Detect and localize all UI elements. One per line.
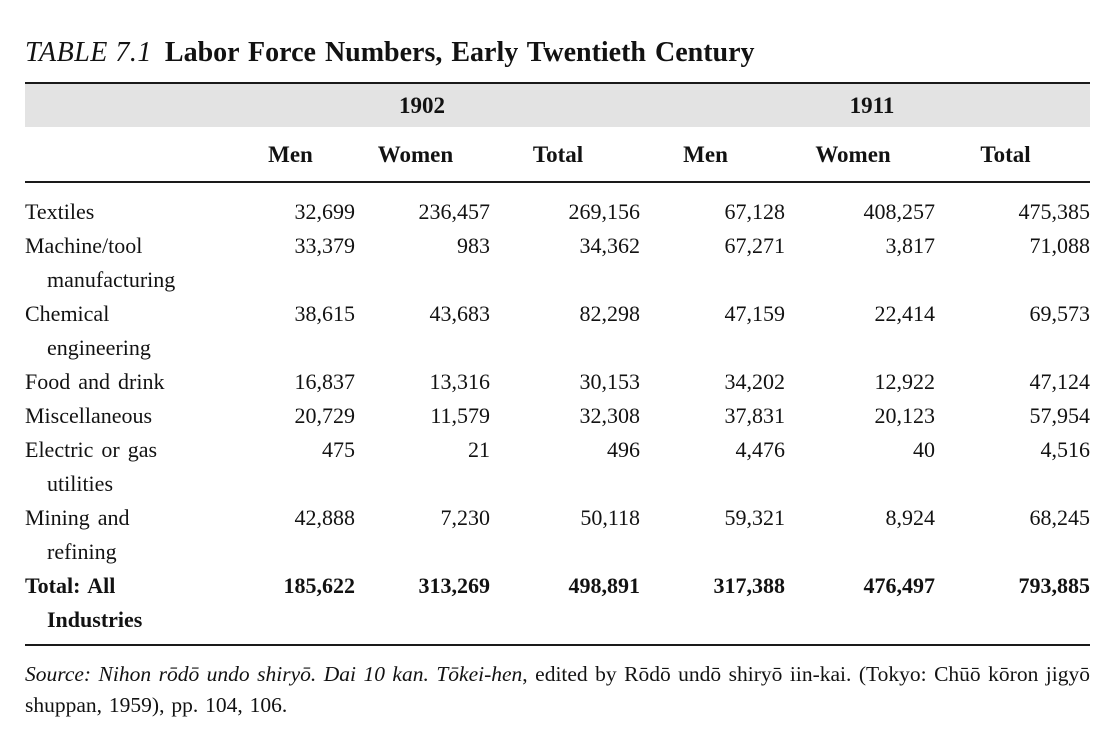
cell-value: 313,269: [355, 569, 490, 646]
cell-value: 496: [607, 437, 641, 462]
table-number: TABLE 7.1: [25, 37, 152, 68]
row-label-line: refining: [47, 539, 117, 564]
table-row-chemical: Chemical engineering 38,615 43,683 82,298…: [25, 297, 1090, 365]
row-label-line: engineering: [47, 335, 151, 360]
cell-value: 67,271: [724, 233, 786, 258]
cell-value: 269,156: [568, 199, 641, 224]
cell-value: 4,476: [735, 437, 786, 462]
row-label: Textiles: [25, 182, 240, 229]
row-label-line: Mining and: [25, 505, 130, 530]
cell-value: 22,414: [874, 301, 936, 326]
cell-value: 12,922: [874, 369, 936, 394]
cell-value: 69,573: [1029, 301, 1091, 326]
cell-value: 30,153: [579, 369, 641, 394]
row-label-line: Chemical: [25, 301, 110, 326]
col-header-men-1902: Men: [240, 127, 355, 183]
source-citation: Source: Nihon rōdō undo shiryō. Dai 10 k…: [25, 662, 523, 686]
table-row-total-all-industries: Total: All Industries 185,622 313,269 498…: [25, 569, 1091, 646]
cell-value: 68,245: [1029, 505, 1091, 530]
row-label: Mining and refining: [25, 501, 240, 569]
table-title: TABLE 7.1 Labor Force Numbers, Early Twen…: [25, 36, 1090, 70]
cell-value: 317,388: [640, 569, 786, 646]
table-row-miscellaneous: Miscellaneous 20,729 11,579 32,308 37,83…: [25, 399, 1090, 433]
row-label-line: Machine/tool: [25, 233, 143, 258]
cell-value: 21: [468, 437, 490, 462]
table-row-electric-gas: Electric or gas utilities 475 21 496 4,47…: [25, 433, 1090, 501]
cell-value: 793,885: [935, 569, 1091, 646]
cell-value: 40: [913, 437, 936, 462]
cell-value: 20,729: [294, 403, 356, 428]
corner-cell: [25, 127, 240, 183]
row-label-line: Textiles: [25, 199, 95, 224]
cell-value: 476,497: [785, 569, 936, 646]
cell-value: 71,088: [1029, 233, 1091, 258]
col-header-women-1902: Women: [355, 127, 490, 183]
row-label-line: Electric or gas: [25, 437, 158, 462]
cell-value: 408,257: [863, 199, 936, 224]
row-label-line: Food and drink: [25, 369, 165, 394]
source-note: Source: Nihon rōdō undo shiryō. Dai 10 k…: [25, 659, 1090, 721]
row-label-line: Industries: [47, 607, 143, 632]
cell-value: 185,622: [240, 569, 355, 646]
cell-value: 7,230: [440, 505, 491, 530]
source-publisher: , edited by Rōdō undō shiryō iin-kai. (T…: [25, 662, 1090, 717]
cell-value: 983: [457, 233, 490, 258]
cell-value: 236,457: [418, 199, 491, 224]
cell-value: 3,817: [885, 233, 936, 258]
year-header-1902: 1902: [240, 83, 641, 127]
cell-value: 47,124: [1029, 369, 1091, 394]
corner-cell: [25, 83, 240, 127]
cell-value: 37,831: [724, 403, 786, 428]
cell-value: 34,362: [579, 233, 641, 258]
cell-value: 50,118: [580, 505, 641, 530]
table-row-food-drink: Food and drink 16,837 13,316 30,153 34,2…: [25, 365, 1090, 399]
row-label: Chemical engineering: [25, 297, 240, 365]
year-header-row: 1902 1911: [25, 83, 1091, 127]
table-row-machine-tool: Machine/tool manufacturing 33,379 983 34,…: [25, 229, 1090, 297]
cell-value: 475,385: [1018, 199, 1091, 224]
cell-value: 67,128: [724, 199, 786, 224]
cell-value: 42,888: [294, 505, 356, 530]
labor-force-table: 1902 1911 Men Women Total Men Women Tota…: [25, 82, 1091, 646]
table-caption: Labor Force Numbers, Early Twentieth Cen…: [164, 37, 755, 68]
cell-value: 43,683: [429, 301, 491, 326]
row-label: Machine/tool manufacturing: [25, 229, 240, 297]
cell-value: 47,159: [724, 301, 786, 326]
table-row-mining-refining: Mining and refining 42,888 7,230 50,118 5…: [25, 501, 1090, 569]
cell-value: 59,321: [724, 505, 786, 530]
cell-value: 38,615: [294, 301, 356, 326]
year-header-1911: 1911: [640, 83, 1091, 127]
cell-value: 4,516: [1040, 437, 1091, 462]
cell-value: 82,298: [579, 301, 641, 326]
row-label-line: manufacturing: [47, 267, 176, 292]
table-row-textiles: Textiles 32,699 236,457 269,156 67,128 4…: [25, 182, 1090, 229]
col-header-women-1911: Women: [785, 127, 936, 183]
row-label: Miscellaneous: [25, 399, 240, 433]
cell-value: 32,308: [579, 403, 641, 428]
cell-value: 20,123: [874, 403, 936, 428]
cell-value: 33,379: [294, 233, 356, 258]
col-header-total-1902: Total: [490, 127, 641, 183]
col-header-total-1911: Total: [935, 127, 1091, 183]
cell-value: 475: [322, 437, 355, 462]
row-label: Electric or gas utilities: [25, 433, 240, 501]
cell-value: 11,579: [430, 403, 490, 428]
row-label-line: Miscellaneous: [25, 403, 153, 428]
row-label-line: utilities: [47, 471, 113, 496]
col-header-men-1911: Men: [640, 127, 786, 183]
cell-value: 13,316: [429, 369, 491, 394]
cell-value: 34,202: [724, 369, 786, 394]
cell-value: 57,954: [1029, 403, 1091, 428]
row-label: Total: All Industries: [25, 569, 240, 646]
cell-value: 16,837: [294, 369, 356, 394]
cell-value: 498,891: [490, 569, 641, 646]
cell-value: 32,699: [294, 199, 356, 224]
row-label-line: Total: All: [25, 573, 116, 598]
row-label: Food and drink: [25, 365, 240, 399]
column-header-row: Men Women Total Men Women Total: [25, 127, 1091, 183]
cell-value: 8,924: [885, 505, 936, 530]
